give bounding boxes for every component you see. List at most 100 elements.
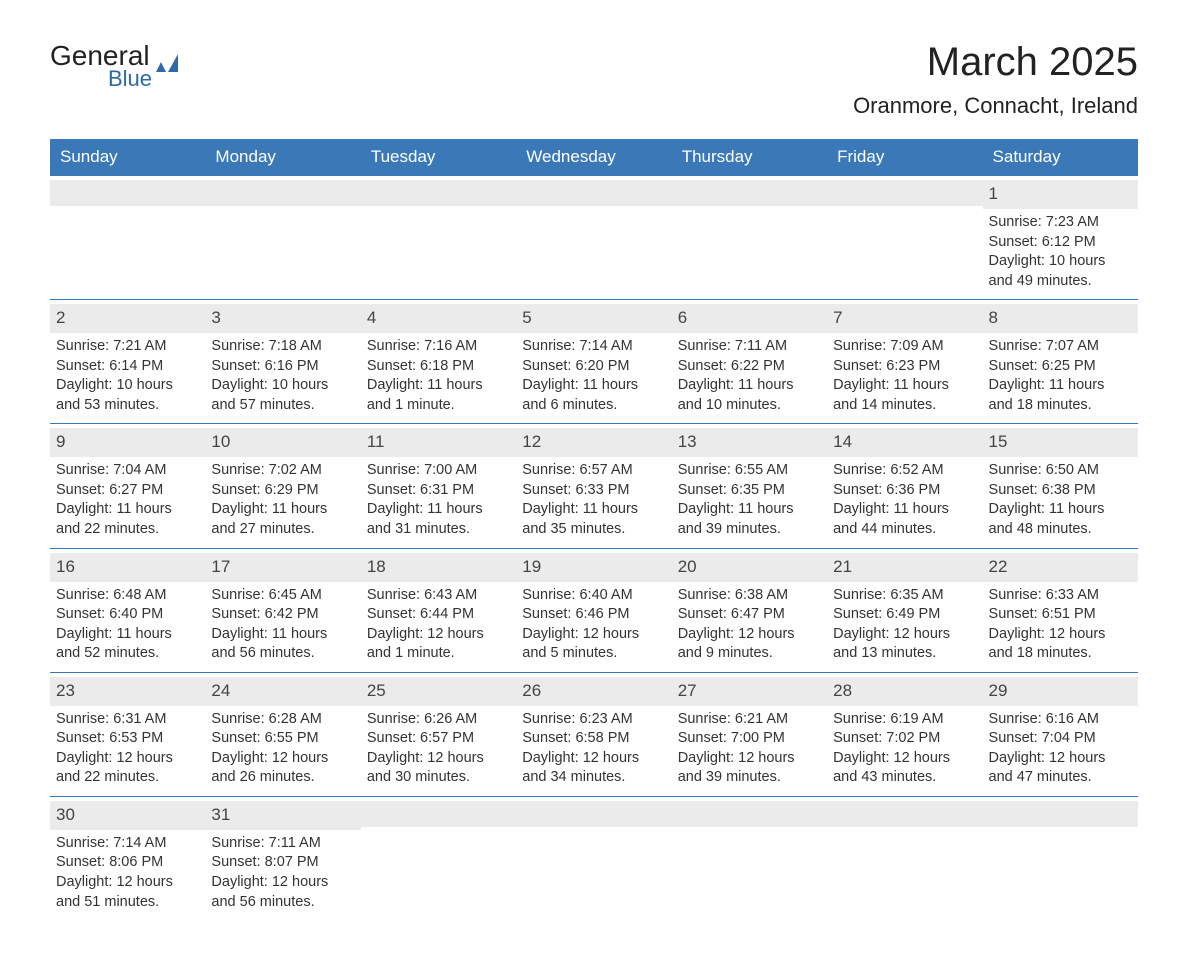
- calendar-day: 8 Sunrise: 7:07 AMSunset: 6:25 PMDaylight…: [983, 300, 1138, 423]
- day-number: 28: [827, 677, 982, 706]
- sunrise-text: Sunrise: 6:21 AM: [678, 710, 821, 730]
- calendar-day: 10Sunrise: 7:02 AMSunset: 6:29 PMDayligh…: [205, 424, 360, 547]
- sunrise-text: Sunrise: 7:11 AM: [678, 337, 821, 357]
- day-info: Sunrise: 6:57 AMSunset: 6:33 PMDaylight:…: [522, 461, 665, 539]
- logo-triangle-icon: [156, 54, 178, 72]
- sunrise-text: Sunrise: 7:18 AM: [211, 337, 354, 357]
- calendar-day: [827, 797, 982, 920]
- day-number: 8: [983, 304, 1138, 333]
- weekday-header: Friday: [827, 139, 982, 175]
- daylight-text: Daylight: 12 hours and 22 minutes.: [56, 749, 199, 788]
- sunrise-text: Sunrise: 6:35 AM: [833, 586, 976, 606]
- sunset-text: Sunset: 6:35 PM: [678, 481, 821, 501]
- day-number: [516, 180, 671, 206]
- day-number: 15: [983, 428, 1138, 457]
- weekday-header: Wednesday: [516, 139, 671, 175]
- day-number: 9: [50, 428, 205, 457]
- header: General Blue March 2025 Oranmore, Connac…: [50, 40, 1138, 119]
- calendar-day: [672, 797, 827, 920]
- sunset-text: Sunset: 6:55 PM: [211, 729, 354, 749]
- day-number: [672, 180, 827, 206]
- daylight-text: Daylight: 11 hours and 10 minutes.: [678, 376, 821, 415]
- day-info: Sunrise: 6:52 AMSunset: 6:36 PMDaylight:…: [833, 461, 976, 539]
- sunrise-text: Sunrise: 7:00 AM: [367, 461, 510, 481]
- weekday-header: Tuesday: [361, 139, 516, 175]
- sunrise-text: Sunrise: 7:09 AM: [833, 337, 976, 357]
- calendar-day: 26Sunrise: 6:23 AMSunset: 6:58 PMDayligh…: [516, 673, 671, 796]
- sunset-text: Sunset: 6:58 PM: [522, 729, 665, 749]
- calendar-day: 24Sunrise: 6:28 AMSunset: 6:55 PMDayligh…: [205, 673, 360, 796]
- daylight-text: Daylight: 12 hours and 43 minutes.: [833, 749, 976, 788]
- weeks-container: 1Sunrise: 7:23 AMSunset: 6:12 PMDaylight…: [50, 175, 1138, 920]
- day-number: 4: [361, 304, 516, 333]
- daylight-text: Daylight: 11 hours and 31 minutes.: [367, 500, 510, 539]
- calendar-day: 2Sunrise: 7:21 AMSunset: 6:14 PMDaylight…: [50, 300, 205, 423]
- calendar-week: 30Sunrise: 7:14 AMSunset: 8:06 PMDayligh…: [50, 796, 1138, 920]
- calendar-day: 18Sunrise: 6:43 AMSunset: 6:44 PMDayligh…: [361, 549, 516, 672]
- sunset-text: Sunset: 6:38 PM: [989, 481, 1132, 501]
- daylight-text: Daylight: 11 hours and 6 minutes.: [522, 376, 665, 415]
- day-number: 23: [50, 677, 205, 706]
- day-number: 7: [827, 304, 982, 333]
- daylight-text: Daylight: 11 hours and 52 minutes.: [56, 625, 199, 664]
- daylight-text: Daylight: 11 hours and 48 minutes.: [989, 500, 1132, 539]
- sunrise-text: Sunrise: 6:31 AM: [56, 710, 199, 730]
- calendar-day: 4Sunrise: 7:16 AMSunset: 6:18 PMDaylight…: [361, 300, 516, 423]
- sunrise-text: Sunrise: 7:11 AM: [211, 834, 354, 854]
- daylight-text: Daylight: 10 hours and 53 minutes.: [56, 376, 199, 415]
- daylight-text: Daylight: 12 hours and 30 minutes.: [367, 749, 510, 788]
- sunset-text: Sunset: 7:02 PM: [833, 729, 976, 749]
- sunrise-text: Sunrise: 7:23 AM: [989, 213, 1132, 233]
- sunrise-text: Sunrise: 6:16 AM: [989, 710, 1132, 730]
- day-number: 29: [983, 677, 1138, 706]
- sunset-text: Sunset: 6:29 PM: [211, 481, 354, 501]
- daylight-text: Daylight: 11 hours and 14 minutes.: [833, 376, 976, 415]
- sunset-text: Sunset: 6:20 PM: [522, 357, 665, 377]
- sunrise-text: Sunrise: 7:04 AM: [56, 461, 199, 481]
- day-info: Sunrise: 6:21 AMSunset: 7:00 PMDaylight:…: [678, 710, 821, 788]
- calendar-day: 11Sunrise: 7:00 AMSunset: 6:31 PMDayligh…: [361, 424, 516, 547]
- day-info: Sunrise: 6:35 AMSunset: 6:49 PMDaylight:…: [833, 586, 976, 664]
- calendar-day: 19Sunrise: 6:40 AMSunset: 6:46 PMDayligh…: [516, 549, 671, 672]
- calendar-day: 17Sunrise: 6:45 AMSunset: 6:42 PMDayligh…: [205, 549, 360, 672]
- sunset-text: Sunset: 6:53 PM: [56, 729, 199, 749]
- sunrise-text: Sunrise: 7:21 AM: [56, 337, 199, 357]
- sunset-text: Sunset: 6:36 PM: [833, 481, 976, 501]
- day-info: Sunrise: 7:23 AMSunset: 6:12 PMDaylight:…: [989, 213, 1132, 291]
- day-number: 30: [50, 801, 205, 830]
- day-number: 27: [672, 677, 827, 706]
- day-number: 10: [205, 428, 360, 457]
- calendar-day: 29 Sunrise: 6:16 AMSunset: 7:04 PMDayligh…: [983, 673, 1138, 796]
- sunrise-text: Sunrise: 6:52 AM: [833, 461, 976, 481]
- day-info: Sunrise: 6:16 AMSunset: 7:04 PMDaylight:…: [989, 710, 1132, 788]
- day-number: [516, 801, 671, 827]
- day-number: 24: [205, 677, 360, 706]
- calendar-day: [361, 176, 516, 299]
- logo-text-blue: Blue: [108, 66, 152, 92]
- calendar-day: 5Sunrise: 7:14 AMSunset: 6:20 PMDaylight…: [516, 300, 671, 423]
- daylight-text: Daylight: 10 hours and 49 minutes.: [989, 252, 1132, 291]
- day-number: 14: [827, 428, 982, 457]
- sunset-text: Sunset: 6:18 PM: [367, 357, 510, 377]
- sunrise-text: Sunrise: 6:19 AM: [833, 710, 976, 730]
- day-info: Sunrise: 6:55 AMSunset: 6:35 PMDaylight:…: [678, 461, 821, 539]
- day-number: 17: [205, 553, 360, 582]
- calendar-day: 7 Sunrise: 7:09 AMSunset: 6:23 PMDaylight…: [827, 300, 982, 423]
- day-number: 25: [361, 677, 516, 706]
- calendar-day: 27 Sunrise: 6:21 AMSunset: 7:00 PMDayligh…: [672, 673, 827, 796]
- sunset-text: Sunset: 6:22 PM: [678, 357, 821, 377]
- day-number: 5: [516, 304, 671, 333]
- daylight-text: Daylight: 11 hours and 22 minutes.: [56, 500, 199, 539]
- calendar-day: 21Sunrise: 6:35 AMSunset: 6:49 PMDayligh…: [827, 549, 982, 672]
- sunset-text: Sunset: 6:23 PM: [833, 357, 976, 377]
- sunset-text: Sunset: 6:40 PM: [56, 605, 199, 625]
- calendar-day: [827, 176, 982, 299]
- weekday-header: Monday: [205, 139, 360, 175]
- daylight-text: Daylight: 11 hours and 39 minutes.: [678, 500, 821, 539]
- calendar-day: 28 Sunrise: 6:19 AMSunset: 7:02 PMDayligh…: [827, 673, 982, 796]
- calendar: SundayMondayTuesdayWednesdayThursdayFrid…: [50, 139, 1138, 920]
- calendar-day: [983, 797, 1138, 920]
- day-info: Sunrise: 7:07 AMSunset: 6:25 PMDaylight:…: [989, 337, 1132, 415]
- daylight-text: Daylight: 11 hours and 56 minutes.: [211, 625, 354, 664]
- title-block: March 2025 Oranmore, Connacht, Ireland: [853, 40, 1138, 119]
